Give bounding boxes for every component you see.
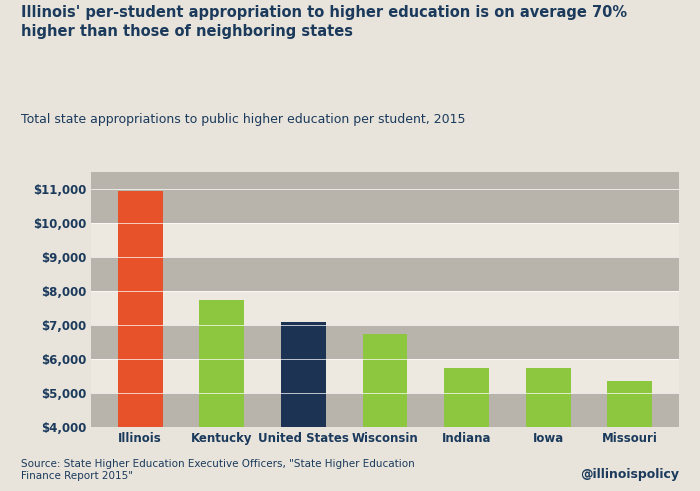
Bar [91,359,679,393]
Text: Source: State Higher Education Executive Officers, "State Higher Education
Finan: Source: State Higher Education Executive… [21,459,414,481]
Bar [526,368,570,491]
Bar [363,333,407,491]
Bar [91,189,679,223]
Bar [91,223,679,257]
Bar [608,381,652,491]
Bar [444,368,489,491]
Bar [199,300,244,491]
Bar [281,322,326,491]
Text: Total state appropriations to public higher education per student, 2015: Total state appropriations to public hig… [21,113,466,126]
Bar [91,291,679,325]
Text: @illinoispolicy: @illinoispolicy [580,468,679,481]
Bar [91,257,679,291]
Text: Illinois' per-student appropriation to higher education is on average 70%
higher: Illinois' per-student appropriation to h… [21,5,627,38]
Bar [118,191,162,491]
Bar [91,172,679,189]
Bar [91,393,679,427]
Bar [91,325,679,359]
